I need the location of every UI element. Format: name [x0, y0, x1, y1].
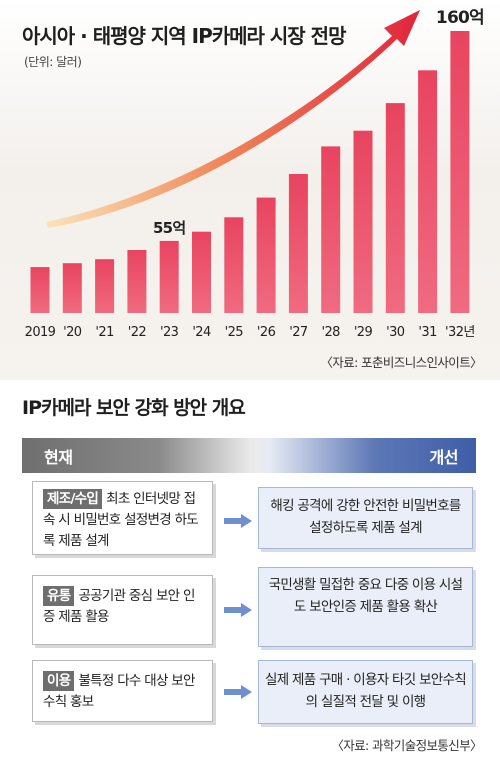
category-tag: 유통	[43, 586, 75, 606]
bar-'23	[159, 240, 179, 313]
improve-text: 국민생활 밀접한 중요 다중 이용 시설도 보안인증 제품 활용 확산	[268, 577, 463, 615]
x-tick-label: '31	[418, 325, 437, 340]
current-text: 공공기관 중심 보안 인증 제품 활용	[43, 588, 195, 625]
bar-'26	[256, 197, 276, 313]
current-box-distribution: 유통 공공기관 중심 보안 인증 제품 활용	[32, 575, 213, 645]
x-tick-label: '29	[354, 325, 373, 340]
arrow-right-icon	[224, 514, 252, 528]
x-tick-label: '25	[225, 325, 244, 340]
data-label: 160억	[436, 8, 484, 28]
arrow-right-icon	[224, 685, 252, 699]
current-box-manufacturing: 제조/수입 최초 인터넷망 접속 시 비밀번호 설정변경 하도록 제품 설계	[32, 481, 213, 555]
data-label: 55억	[153, 219, 185, 237]
x-tick-label: '30	[386, 325, 405, 340]
bar-'32년	[450, 31, 470, 313]
x-tick-label: '24	[192, 325, 211, 340]
bar-'29	[353, 130, 373, 313]
chart-title: 아시아 · 태평양 지역 IP카메라 시장 전망	[22, 24, 346, 48]
bar-'25	[224, 217, 244, 313]
bar-'24	[192, 231, 211, 313]
bar-'20	[62, 263, 82, 313]
x-tick-label: '27	[289, 325, 308, 340]
current-text: 불특정 다수 대상 보안수칙 홍보	[43, 673, 195, 710]
x-tick-label: '28	[322, 325, 341, 340]
improve-box-manufacturing: 해킹 공격에 강한 안전한 비밀번호를 설정하도록 제품 설계	[258, 487, 473, 549]
x-tick-label: '21	[95, 325, 114, 340]
improve-text: 실제 제품 구매 · 이용자 타깃 보안수칙의 실질적 전달 및 이행	[265, 672, 467, 710]
x-tick-label: '32년	[445, 325, 475, 340]
x-tick-label: '23	[160, 325, 179, 340]
bar-'22	[127, 250, 147, 313]
current-text: 최초 인터넷망 접속 시 비밀번호 설정변경 하도록 제품 설계	[43, 491, 199, 549]
x-tick-label: 2019	[25, 325, 56, 340]
bar-'28	[321, 146, 341, 313]
bar-2019	[30, 267, 50, 313]
current-box-usage: 이용 불특정 다수 대상 보안수칙 홍보	[32, 660, 213, 722]
x-tick-label: '26	[257, 325, 276, 340]
improve-header-bar	[250, 438, 476, 473]
improve-text: 해킹 공격에 강한 안전한 비밀번호를 설정하도록 제품 설계	[270, 498, 461, 536]
bar-chart: 55억 160억 2019 '20 '21 '22 '23 '24 '25 '26 '27 '28 '…	[25, 8, 485, 340]
overview-title: IP카메라 보안 강화 방안 개요	[22, 397, 246, 419]
improve-box-distribution: 국민생활 밀접한 중요 다중 이용 시설도 보안인증 제품 활용 확산	[258, 567, 473, 647]
bar-'31	[418, 70, 438, 313]
chart-panel: 55억 160억 2019 '20 '21 '22 '23 '24 '25 '26 '27 '28 '…	[0, 0, 500, 380]
improve-header-label: 개선	[429, 448, 459, 467]
x-tick-label: '22	[128, 325, 146, 340]
arrow-right-icon	[224, 603, 252, 617]
category-tag: 제조/수입	[43, 489, 103, 509]
bar-'27	[288, 174, 308, 313]
chart-source: 〈자료: 포춘비즈니스인사이트〉	[320, 355, 482, 370]
overview-source: 〈자료: 과학기술정보통신부〉	[331, 738, 482, 753]
x-tick-label: '20	[63, 325, 82, 340]
bar-'21	[95, 259, 115, 313]
bar-'30	[385, 103, 405, 313]
current-header-bar	[22, 438, 270, 473]
category-tag: 이용	[43, 671, 75, 691]
current-header-label: 현재	[44, 448, 73, 467]
chart-unit: (단위: 달러)	[24, 55, 82, 69]
improve-box-usage: 실제 제품 구매 · 이용자 타깃 보안수칙의 실질적 전달 및 이행	[258, 660, 473, 724]
